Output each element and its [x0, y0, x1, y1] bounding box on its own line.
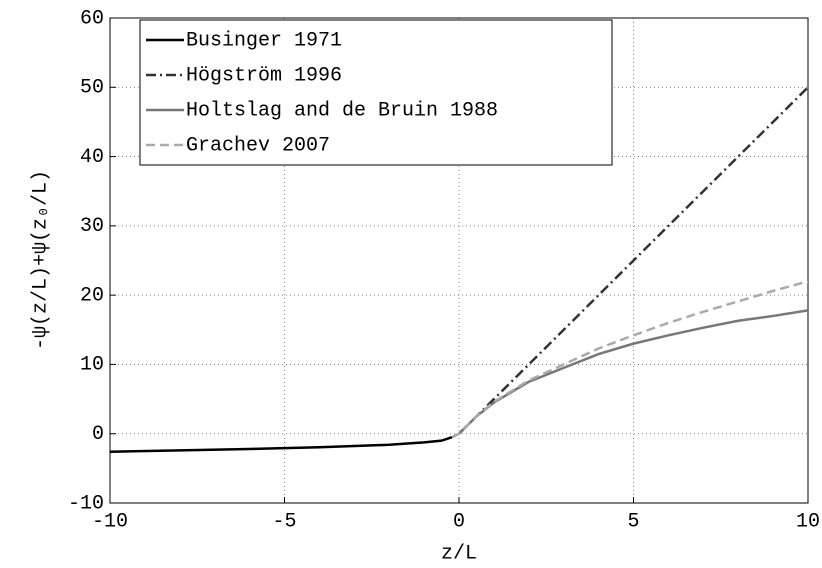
legend-label: Grachev 2007 — [186, 134, 330, 157]
series-line — [451, 309, 809, 439]
legend-box — [139, 19, 613, 166]
y-tick-label: 0 — [92, 423, 104, 446]
series-line — [109, 435, 453, 453]
y-tick-label: 30 — [80, 215, 104, 238]
y-tick-label: 40 — [80, 146, 104, 169]
x-tick-label: 5 — [627, 510, 639, 533]
y-axis-label: -ψ(z/L)+ψ(z₀/L) — [29, 170, 52, 350]
legend-label: Holtslag and de Bruin 1988 — [186, 99, 498, 122]
y-tick-label: 10 — [80, 354, 104, 377]
x-tick-label: 10 — [796, 510, 820, 533]
y-tick-label: 50 — [80, 77, 104, 100]
x-tick-label: -10 — [92, 510, 128, 533]
x-axis-label: z/L — [441, 542, 477, 565]
series-line — [451, 280, 809, 439]
x-tick-label: 0 — [453, 510, 465, 533]
x-tick-label: -5 — [272, 510, 296, 533]
y-tick-label: -10 — [68, 492, 104, 515]
y-tick-label: 20 — [80, 284, 104, 307]
plot-frame — [109, 17, 809, 504]
series-line — [458, 86, 809, 435]
legend-label: Businger 1971 — [186, 29, 342, 52]
legend-label: Högström 1996 — [186, 64, 342, 87]
y-tick-label: 60 — [80, 7, 104, 30]
